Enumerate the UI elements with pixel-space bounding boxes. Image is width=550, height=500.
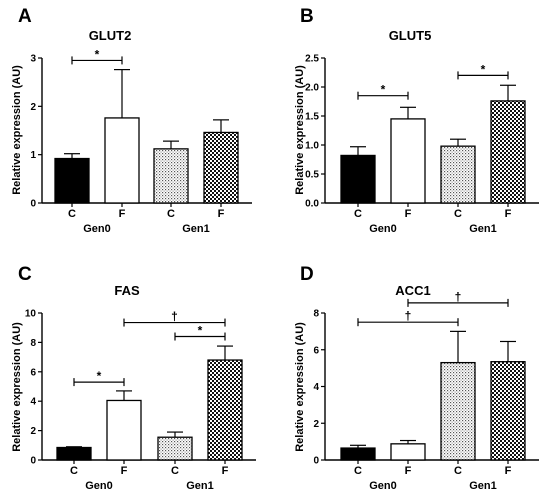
significance-label: † [455, 290, 462, 304]
y-tick-label: 0 [30, 199, 36, 210]
bar-f-3 [207, 359, 243, 461]
significance-label: † [171, 310, 178, 324]
chart-title: GLUT5 [389, 28, 432, 43]
chart-title: FAS [114, 283, 140, 298]
x-tick-label: C [167, 208, 175, 220]
group-label-gen0: Gen0 [369, 480, 397, 492]
x-tick-label: C [171, 465, 179, 477]
y-tick-label: 6 [30, 367, 36, 378]
y-tick-label: 0 [30, 456, 36, 467]
x-tick-label: F [222, 465, 229, 477]
y-tick-label: 8 [30, 338, 36, 349]
significance-label: * [481, 62, 486, 76]
x-tick-label: C [68, 208, 76, 220]
bar-f-1 [390, 118, 426, 204]
bar-c-0 [54, 157, 90, 204]
bar-f-3 [203, 131, 239, 204]
significance-label: * [198, 324, 203, 338]
chart-title: ACC1 [395, 283, 430, 298]
significance-label: * [97, 369, 102, 383]
y-tick-label: 2 [313, 419, 319, 430]
y-tick-label: 1.5 [305, 112, 319, 123]
x-tick-label: F [121, 465, 128, 477]
chart-title: GLUT2 [89, 28, 132, 43]
group-label-gen1: Gen1 [182, 223, 210, 235]
group-label-gen0: Gen0 [83, 223, 111, 235]
y-tick-label: 2 [30, 102, 36, 113]
x-tick-label: C [454, 465, 462, 477]
x-tick-label: C [354, 465, 362, 477]
x-tick-label: F [218, 208, 225, 220]
y-tick-label: 2.0 [305, 83, 319, 94]
panel-d: D ACC1 Relative expression (AU) 0 2 4 6 8 C F C F Ge… [294, 264, 539, 492]
y-axis-label: Relative expression (AU) [294, 65, 306, 195]
significance-label: † [405, 309, 412, 323]
y-tick-label: 2.5 [305, 54, 319, 65]
bar-f-3 [490, 100, 526, 204]
panel-b: B GLUT5 Relative expression (AU) 0.0 0.5 1.0 1… [294, 6, 539, 235]
panel-letter: B [300, 6, 314, 27]
bar-f-1 [104, 117, 140, 204]
y-tick-label: 10 [25, 309, 37, 320]
x-tick-label: C [454, 208, 462, 220]
bar-c-0 [340, 447, 376, 461]
y-tick-label: 3 [30, 54, 36, 65]
panel-letter: A [18, 6, 32, 27]
significance-label: * [381, 83, 386, 97]
x-tick-label: F [505, 208, 512, 220]
group-label-gen0: Gen0 [369, 223, 397, 235]
y-tick-label: 8 [313, 309, 319, 320]
group-label-gen1: Gen1 [186, 480, 214, 492]
y-tick-label: 4 [313, 382, 319, 393]
x-tick-label: F [405, 208, 412, 220]
group-label-gen0: Gen0 [85, 480, 113, 492]
bar-c-2 [440, 145, 476, 204]
bar-c-2 [153, 148, 189, 204]
x-tick-label: F [119, 208, 126, 220]
y-tick-label: 2 [30, 426, 36, 437]
y-tick-label: 1 [30, 150, 36, 161]
bar-c-2 [157, 436, 193, 461]
y-tick-label: 1.0 [305, 141, 319, 152]
bar-c-0 [56, 446, 92, 461]
y-tick-label: 0 [313, 456, 319, 467]
group-label-gen1: Gen1 [469, 223, 497, 235]
bar-c-0 [340, 154, 376, 204]
y-axis-label: Relative expression (AU) [11, 65, 23, 195]
y-tick-label: 0.0 [305, 199, 319, 210]
panel-letter: C [18, 264, 32, 285]
x-tick-label: F [505, 465, 512, 477]
y-tick-label: 4 [30, 397, 36, 408]
y-axis-label: Relative expression (AU) [11, 322, 23, 452]
y-tick-label: 6 [313, 345, 319, 356]
x-tick-label: C [354, 208, 362, 220]
group-label-gen1: Gen1 [469, 480, 497, 492]
panel-letter: D [300, 264, 314, 285]
bar-f-1 [106, 399, 142, 461]
bar-c-2 [440, 361, 476, 461]
y-axis-label: Relative expression (AU) [294, 322, 306, 452]
significance-label: * [95, 47, 100, 61]
x-tick-label: C [70, 465, 78, 477]
bar-f-3 [490, 361, 526, 461]
bar-f-1 [390, 443, 426, 461]
x-tick-label: F [405, 465, 412, 477]
panel-a: A GLUT2 Relative expression (AU) 0 1 2 3 C F C F Ge… [11, 6, 252, 235]
y-tick-label: 0.5 [305, 170, 319, 181]
